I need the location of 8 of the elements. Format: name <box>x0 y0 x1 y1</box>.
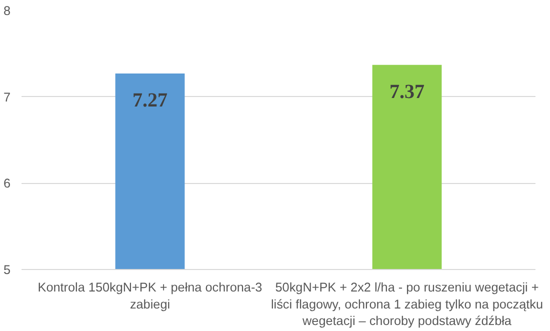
x-tick-label: 50kgN+PK + 2x2 l/ha - po ruszeniu wegetacji + liści flagowy, ochrona 1 zabieg tylko na początku wegetacji – choroby podstawy źdźbła <box>270 280 544 328</box>
data-label: 7.37 <box>390 80 424 103</box>
y-tick-label: 8 <box>3 4 11 18</box>
x-tick-label: Kontrola 150kgN+PK + pełna ochrona-3 zabiegi <box>38 280 262 312</box>
y-tick-label: 5 <box>3 263 11 277</box>
y-tick-label: 6 <box>3 176 11 191</box>
data-label: 7.27 <box>132 89 168 112</box>
y-tick-label: 7 <box>3 90 11 104</box>
